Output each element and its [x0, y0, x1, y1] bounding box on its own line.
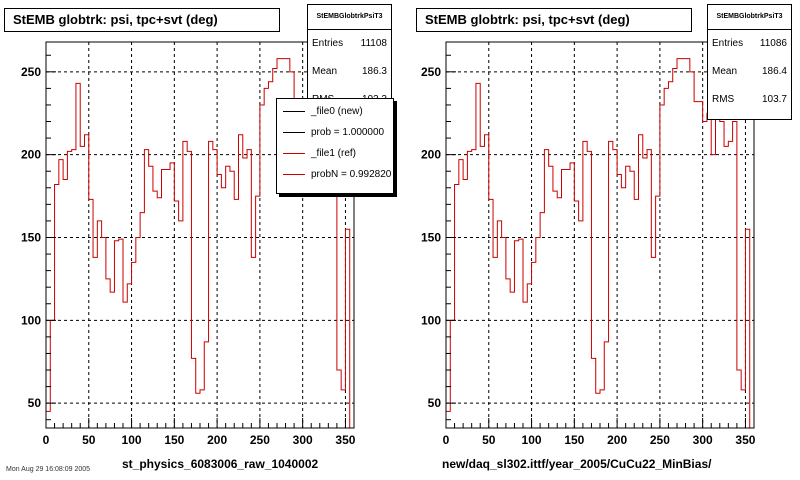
x-tick-label-250: 250	[250, 433, 270, 447]
plot-area-right: 0 50 100 150 200 250 300 350 50 100 150 200 250	[421, 41, 756, 447]
x-tick-label-150: 150	[164, 433, 184, 447]
x-tick-label-200: 200	[607, 433, 627, 447]
x-tick-label-50: 50	[82, 433, 96, 447]
x-tick-label-100: 100	[122, 433, 142, 447]
stats-mean-value-left: 186.3	[361, 66, 387, 77]
legend-entry-file1: _file1 (ref)	[277, 143, 393, 164]
stats-entries-label-left: Entries	[312, 38, 344, 49]
stats-box-left: StEMBGlobtrkPsiT3 Entries 11108 Mean 186…	[307, 4, 392, 116]
y-tick-label-50: 50	[28, 396, 42, 410]
stats-rms-value-right: 103.7	[761, 94, 787, 105]
stats-title-right: StEMBGlobtrkPsiT3	[708, 5, 791, 30]
histogram-series-0	[445, 58, 751, 428]
x-tick-label-50: 50	[482, 433, 496, 447]
x-tick-label-100: 100	[522, 433, 542, 447]
x-tick-label-350: 350	[735, 433, 755, 447]
legend-swatch-file0	[283, 111, 305, 112]
y-tick-label-250: 250	[21, 65, 41, 79]
plot-area-left: 0 50 100 150 200 250 300 350 50 100 150 200 250	[21, 41, 356, 447]
y-tick-label-150: 150	[21, 230, 41, 244]
stats-entries-value-left: 11108	[360, 38, 387, 49]
legend-entry-file0: _file0 (new)	[277, 101, 393, 122]
legend-swatch-file1	[283, 153, 305, 154]
x-tick-label-350: 350	[335, 433, 355, 447]
legend-box-left: _file0 (new) prob = 1.000000 _file1 (ref…	[276, 98, 394, 194]
x-tick-label-300: 300	[293, 433, 313, 447]
x-tick-label-150: 150	[564, 433, 584, 447]
y-tick-label-50: 50	[428, 396, 442, 410]
stats-row-rms-right: RMS 103.7	[708, 86, 791, 114]
y-tick-label-150: 150	[421, 230, 441, 244]
x-tick-label-250: 250	[650, 433, 670, 447]
x-axis-title-right: new/daq_sl302.ittf/year_2005/CuCu22_MinB…	[442, 457, 712, 471]
legend-label-file1: _file1 (ref)	[311, 148, 357, 159]
legend-label-prob: prob = 1.000000	[311, 127, 385, 138]
x-tick-label-0: 0	[43, 433, 50, 447]
chart-title-left: StEMB globtrk: psi, tpc+svt (deg)	[4, 8, 280, 32]
y-tick-label-200: 200	[21, 148, 41, 162]
x-tick-label-200: 200	[207, 433, 227, 447]
stats-entries-value-right: 11086	[759, 38, 787, 49]
stats-mean-label-right: Mean	[712, 66, 738, 77]
stats-box-right: StEMBGlobtrkPsiT3 Entries 11086 Mean 186…	[707, 4, 792, 120]
legend-label-probn: probN = 0.992820	[311, 169, 392, 180]
stats-mean-value-right: 186.4	[761, 66, 787, 77]
y-tick-label-200: 200	[421, 148, 441, 162]
stats-row-entries-right: Entries 11086	[708, 30, 791, 58]
legend-entry-prob: prob = 1.000000	[277, 122, 393, 143]
stats-row-mean-left: Mean 186.3	[308, 58, 391, 86]
legend-entry-probn: probN = 0.992820	[277, 164, 393, 185]
legend-label-file0: _file0 (new)	[311, 106, 363, 117]
x-tick-label-0: 0	[443, 433, 450, 447]
footer-timestamp: Mon Aug 29 16:08:09 2005	[6, 466, 91, 473]
histogram-panel-right: 0 50 100 150 200 250 300 350 50 100 150 200 250 StEM…	[400, 0, 800, 480]
stats-title-left: StEMBGlobtrkPsiT3	[308, 5, 391, 30]
legend-swatch-prob	[283, 132, 305, 133]
histogram-panel-left: 0 50 100 150 200 250 300 350 50 100 150 200 250 StEM…	[4, 4, 394, 471]
legend-swatch-probn	[283, 174, 305, 175]
y-tick-label-100: 100	[21, 313, 41, 327]
stats-entries-label-right: Entries	[712, 38, 744, 49]
y-tick-label-250: 250	[421, 65, 441, 79]
stats-row-entries-left: Entries 11108	[308, 30, 391, 58]
stats-rms-label-right: RMS	[712, 94, 735, 105]
chart-title-right: StEMB globtrk: psi, tpc+svt (deg)	[416, 8, 692, 32]
stats-mean-label-left: Mean	[312, 66, 338, 77]
y-tick-label-100: 100	[421, 313, 441, 327]
x-tick-label-300: 300	[693, 433, 713, 447]
stats-row-mean-right: Mean 186.4	[708, 58, 791, 86]
x-axis-title-left: st_physics_6083006_raw_1040002	[122, 457, 319, 471]
